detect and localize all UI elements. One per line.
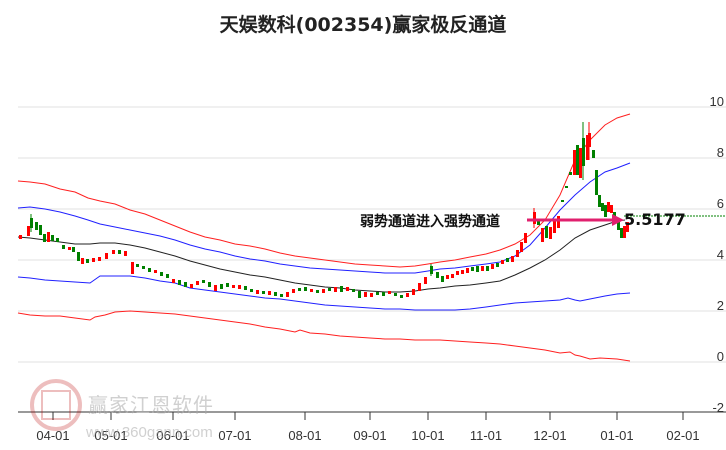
x-tick-05-01: 05-01 [94, 428, 128, 443]
x-tick-11-01: 11-01 [469, 428, 503, 443]
watermark-url: www.360gann.com [86, 424, 213, 441]
x-tick-07-01: 07-01 [218, 428, 252, 443]
x-tick-09-01: 09-01 [353, 428, 387, 443]
y-tick-10: 10 [709, 94, 724, 109]
x-axis-ticks [52, 412, 684, 420]
chart-title: 天娱数科(002354)赢家极反通道 [219, 14, 507, 36]
upper-outer-band [17, 113, 631, 268]
x-tick-12-01: 12-01 [533, 428, 567, 443]
upper-inner-band [17, 162, 631, 274]
middle-line [17, 219, 626, 293]
x-tick-02-01: 02-01 [666, 428, 700, 443]
y-tick-6: 6 [716, 196, 724, 211]
y-tick-8: 8 [716, 145, 724, 160]
watermark-logo [30, 379, 82, 431]
x-tick-04-01: 04-01 [36, 428, 70, 443]
y-tick-neg2: -2 [712, 400, 724, 415]
y-tick-2: 2 [716, 298, 724, 313]
y-tick-4: 4 [716, 247, 724, 262]
x-tick-06-01: 06-01 [156, 428, 190, 443]
watermark-name: 赢家江恩软件 [88, 393, 214, 417]
lower-outer-band [17, 310, 631, 362]
candlesticks [19, 122, 629, 298]
annotation-label: 弱势通道进入强势通道 [360, 214, 500, 230]
x-tick-01-01: 01-01 [600, 428, 634, 443]
x-tick-08-01: 08-01 [288, 428, 322, 443]
y-tick-0: 0 [716, 349, 724, 364]
annotation-value: 5.5177 [624, 210, 686, 229]
annotation-arrow [527, 214, 624, 226]
x-tick-10-01: 10-01 [411, 428, 445, 443]
lower-inner-band [17, 275, 631, 311]
gridlines [18, 106, 726, 363]
